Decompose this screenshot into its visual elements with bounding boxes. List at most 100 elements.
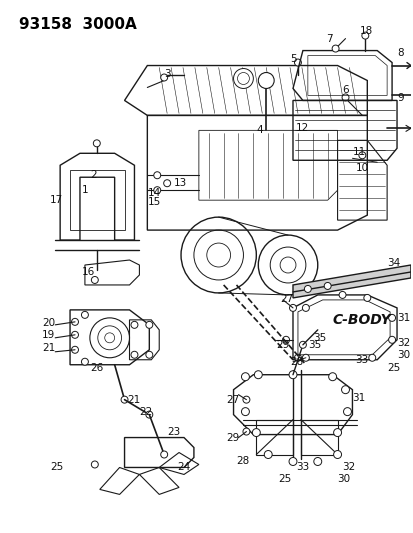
Text: 6: 6 xyxy=(342,85,348,95)
Circle shape xyxy=(242,396,249,403)
Text: 25: 25 xyxy=(386,363,399,373)
Circle shape xyxy=(361,32,368,39)
Circle shape xyxy=(233,69,253,88)
Circle shape xyxy=(145,351,152,358)
Circle shape xyxy=(71,332,78,338)
Text: 32: 32 xyxy=(342,463,355,472)
Circle shape xyxy=(288,371,296,379)
Text: 12: 12 xyxy=(295,123,309,133)
Circle shape xyxy=(388,336,394,343)
Circle shape xyxy=(93,140,100,147)
Text: 31: 31 xyxy=(396,313,409,323)
Text: 8: 8 xyxy=(396,47,403,58)
Text: 25: 25 xyxy=(278,474,291,484)
Circle shape xyxy=(338,292,345,298)
Circle shape xyxy=(91,277,98,284)
Text: 20: 20 xyxy=(42,318,55,328)
Circle shape xyxy=(163,180,170,187)
Circle shape xyxy=(241,408,249,416)
Circle shape xyxy=(258,72,273,88)
Circle shape xyxy=(341,94,348,101)
Circle shape xyxy=(153,172,160,179)
Circle shape xyxy=(81,358,88,365)
Text: 21: 21 xyxy=(42,343,55,353)
Text: C-BODY: C-BODY xyxy=(332,313,390,327)
Text: 10: 10 xyxy=(354,163,368,173)
Circle shape xyxy=(131,351,138,358)
Circle shape xyxy=(313,457,321,465)
Circle shape xyxy=(388,314,394,321)
Text: 27: 27 xyxy=(226,394,239,405)
Text: 22: 22 xyxy=(139,407,152,417)
Text: 25: 25 xyxy=(50,463,63,472)
Circle shape xyxy=(368,354,375,361)
Circle shape xyxy=(81,311,88,318)
Text: 5: 5 xyxy=(290,53,296,63)
Circle shape xyxy=(145,321,152,328)
Circle shape xyxy=(301,354,309,361)
Circle shape xyxy=(104,333,114,343)
Circle shape xyxy=(328,373,336,381)
Text: 29: 29 xyxy=(226,433,239,442)
Text: 21: 21 xyxy=(127,394,140,405)
Circle shape xyxy=(160,451,167,458)
Circle shape xyxy=(341,386,349,394)
Text: 23: 23 xyxy=(167,426,180,437)
Circle shape xyxy=(301,304,309,311)
Text: 29: 29 xyxy=(275,340,289,350)
Text: 11: 11 xyxy=(351,147,365,157)
Text: 34: 34 xyxy=(386,258,399,268)
Text: 24: 24 xyxy=(177,463,190,472)
Text: 26: 26 xyxy=(90,363,103,373)
Circle shape xyxy=(263,450,271,458)
Text: 4: 4 xyxy=(256,125,262,135)
Text: 33: 33 xyxy=(354,355,368,365)
Text: 27: 27 xyxy=(280,294,293,304)
Circle shape xyxy=(71,318,78,325)
Circle shape xyxy=(323,282,330,289)
Text: 15: 15 xyxy=(147,197,160,207)
Text: 1: 1 xyxy=(82,185,88,195)
Circle shape xyxy=(254,371,262,379)
Text: 93158  3000A: 93158 3000A xyxy=(19,17,136,31)
Text: 13: 13 xyxy=(174,178,187,188)
Circle shape xyxy=(343,408,351,416)
Circle shape xyxy=(91,461,98,468)
Polygon shape xyxy=(292,265,410,298)
Circle shape xyxy=(121,396,128,403)
Circle shape xyxy=(131,321,138,328)
Text: 3: 3 xyxy=(164,69,171,78)
Circle shape xyxy=(333,450,341,458)
Circle shape xyxy=(242,428,249,435)
Circle shape xyxy=(363,294,370,301)
Circle shape xyxy=(241,373,249,381)
Circle shape xyxy=(358,152,365,159)
Text: 14: 14 xyxy=(147,188,160,198)
Text: 16: 16 xyxy=(82,267,95,277)
Text: 28: 28 xyxy=(290,357,303,367)
Text: 30: 30 xyxy=(337,474,350,484)
Circle shape xyxy=(288,457,296,465)
Circle shape xyxy=(252,429,260,437)
Text: 19: 19 xyxy=(42,330,55,340)
Text: 30: 30 xyxy=(396,350,409,360)
Text: 7: 7 xyxy=(325,34,332,44)
Circle shape xyxy=(294,354,301,361)
Circle shape xyxy=(160,74,167,81)
Circle shape xyxy=(299,341,306,348)
Circle shape xyxy=(71,346,78,353)
Circle shape xyxy=(333,429,341,437)
Circle shape xyxy=(282,336,289,343)
Circle shape xyxy=(294,59,301,66)
Text: 2: 2 xyxy=(90,170,96,180)
Circle shape xyxy=(304,286,311,293)
Text: 32: 32 xyxy=(396,338,409,348)
Circle shape xyxy=(331,45,338,52)
Text: 35: 35 xyxy=(312,333,325,343)
Text: 31: 31 xyxy=(351,393,365,402)
Circle shape xyxy=(289,304,296,311)
Text: 9: 9 xyxy=(396,93,403,103)
Text: 17: 17 xyxy=(50,195,63,205)
Circle shape xyxy=(145,411,152,418)
Text: 33: 33 xyxy=(295,463,309,472)
